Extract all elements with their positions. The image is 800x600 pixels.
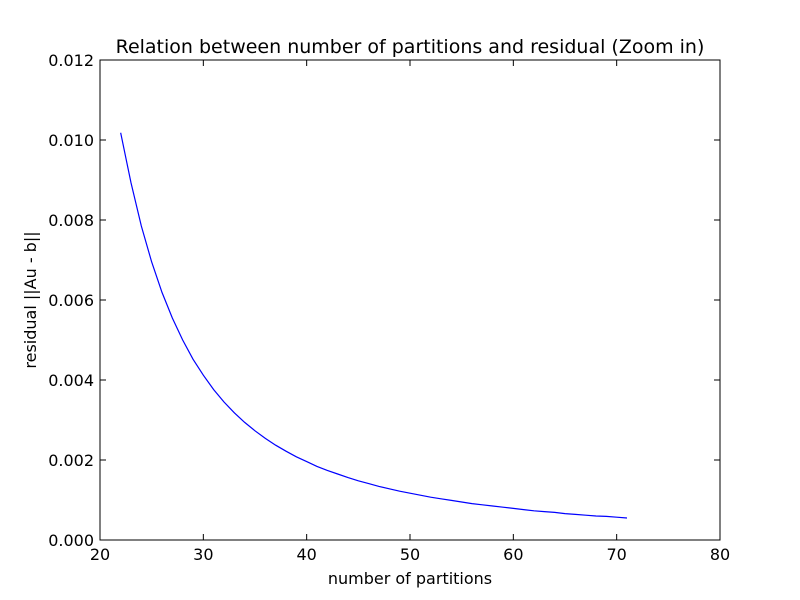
y-axis-label: residual ||Au - b||: [21, 231, 40, 368]
y-tick-label: 0.012: [48, 51, 94, 70]
x-tick-label: 60: [503, 545, 523, 564]
chart-title: Relation between number of partitions an…: [116, 36, 705, 58]
x-tick-label: 50: [400, 545, 420, 564]
x-tick-label: 20: [90, 545, 110, 564]
y-tick-label: 0.004: [48, 371, 94, 390]
x-tick-label: 30: [193, 545, 213, 564]
tick-labels-layer: 20 30 40 50 60 70 80 0.000 0.002 0.004 0.006 0.008 0…: [48, 51, 730, 564]
ticks-layer: [99, 59, 721, 541]
series-line-0: [120, 132, 628, 519]
y-tick-label: 0.000: [48, 531, 94, 550]
y-tick-label: 0.002: [48, 451, 94, 470]
y-tick-label: 0.010: [48, 131, 94, 150]
x-tick-label: 70: [606, 545, 626, 564]
y-tick-label: 0.006: [48, 291, 94, 310]
plot-frame: [99, 59, 721, 541]
y-tick-label: 0.008: [48, 211, 94, 230]
x-axis-label: number of partitions: [328, 569, 492, 588]
x-tick-label: 40: [296, 545, 316, 564]
x-tick-label: 80: [710, 545, 730, 564]
plot-layer: [120, 132, 628, 519]
